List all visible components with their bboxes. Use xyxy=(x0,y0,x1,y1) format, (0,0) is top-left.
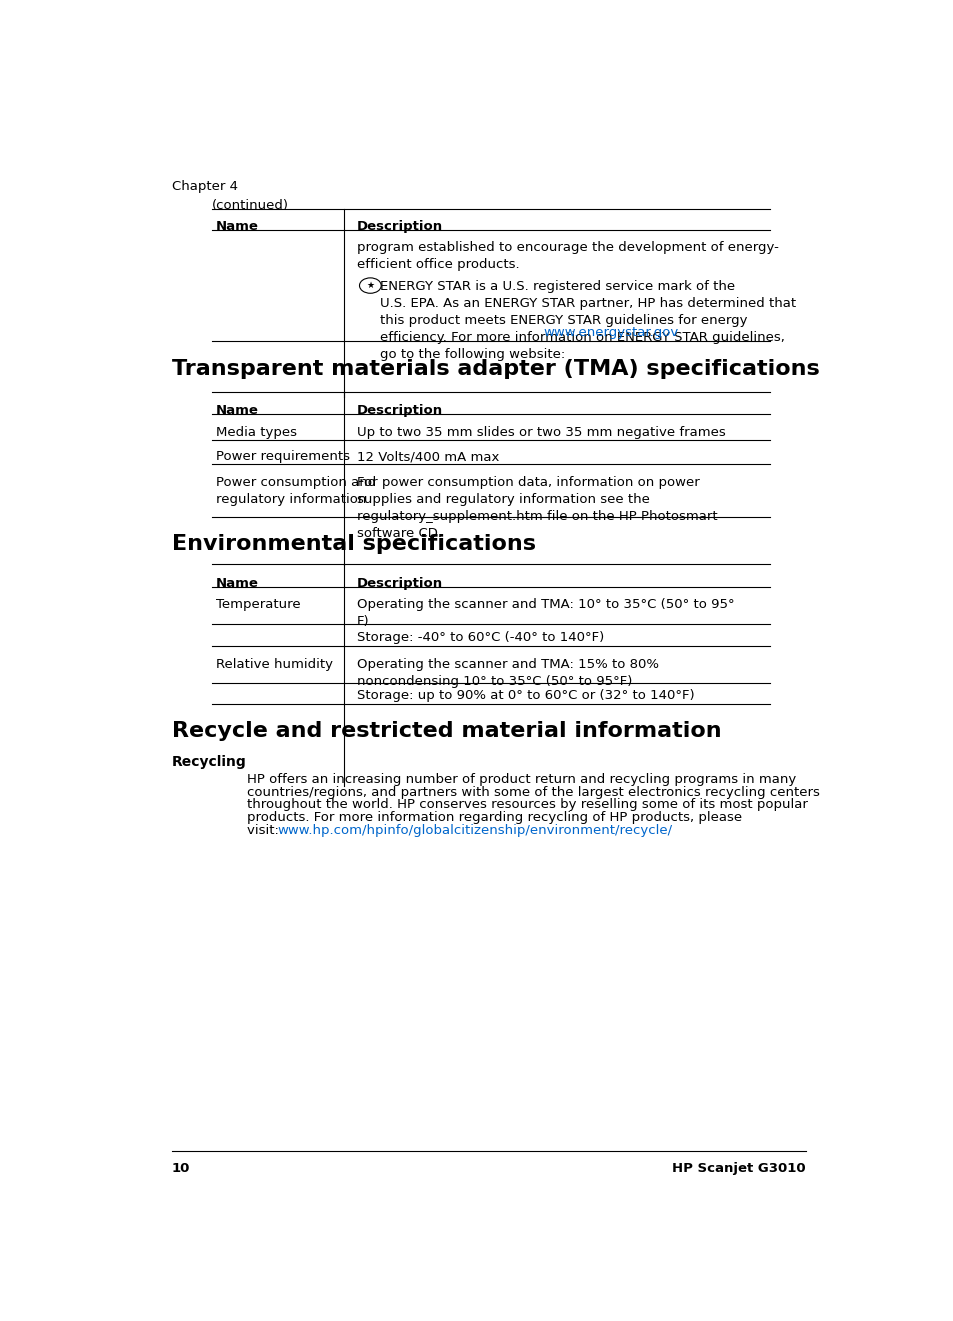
Text: Storage: -40° to 60°C (-40° to 140°F): Storage: -40° to 60°C (-40° to 140°F) xyxy=(356,631,604,645)
Text: Recycling: Recycling xyxy=(172,756,247,769)
Text: www.energystar.gov: www.energystar.gov xyxy=(542,326,678,339)
Text: Name: Name xyxy=(216,577,258,589)
Text: Temperature: Temperature xyxy=(216,598,300,612)
Text: Name: Name xyxy=(216,221,258,232)
Text: throughout the world. HP conserves resources by reselling some of its most popul: throughout the world. HP conserves resou… xyxy=(247,798,807,811)
Text: 10: 10 xyxy=(172,1162,191,1174)
Text: Operating the scanner and TMA: 10° to 35°C (50° to 95°
F): Operating the scanner and TMA: 10° to 35… xyxy=(356,598,734,629)
Text: Description: Description xyxy=(356,404,443,417)
Text: Relative humidity: Relative humidity xyxy=(216,658,333,671)
Text: HP Scanjet G3010: HP Scanjet G3010 xyxy=(672,1162,805,1174)
Text: Power requirements: Power requirements xyxy=(216,450,350,464)
Text: Description: Description xyxy=(356,577,443,589)
Text: Name: Name xyxy=(216,404,258,417)
Text: (continued): (continued) xyxy=(212,198,289,211)
Text: ENERGY STAR is a U.S. registered service mark of the
U.S. EPA. As an ENERGY STAR: ENERGY STAR is a U.S. registered service… xyxy=(380,280,796,361)
Text: program established to encourage the development of energy-
efficient office pro: program established to encourage the dev… xyxy=(356,240,779,271)
Text: 12 Volts/400 mA max: 12 Volts/400 mA max xyxy=(356,450,499,464)
Text: Description: Description xyxy=(356,221,443,232)
Text: For power consumption data, information on power
supplies and regulatory informa: For power consumption data, information … xyxy=(356,476,717,540)
Text: Environmental specifications: Environmental specifications xyxy=(172,534,536,553)
Text: Recycle and restricted material information: Recycle and restricted material informat… xyxy=(172,721,720,741)
Text: countries/regions, and partners with some of the largest electronics recycling c: countries/regions, and partners with som… xyxy=(247,786,820,799)
Text: Operating the scanner and TMA: 15% to 80%
noncondensing 10° to 35°C (50° to 95°F: Operating the scanner and TMA: 15% to 80… xyxy=(356,658,659,688)
Text: visit:: visit: xyxy=(247,824,283,836)
Text: www.hp.com/hpinfo/globalcitizenship/environment/recycle/: www.hp.com/hpinfo/globalcitizenship/envi… xyxy=(277,824,672,836)
Text: Chapter 4: Chapter 4 xyxy=(172,180,237,193)
Text: Power consumption and
regulatory information: Power consumption and regulatory informa… xyxy=(216,476,376,506)
Text: Storage: up to 90% at 0° to 60°C or (32° to 140°F): Storage: up to 90% at 0° to 60°C or (32°… xyxy=(356,690,694,701)
Text: Up to two 35 mm slides or two 35 mm negative frames: Up to two 35 mm slides or two 35 mm nega… xyxy=(356,425,725,439)
Text: Transparent materials adapter (TMA) specifications: Transparent materials adapter (TMA) spec… xyxy=(172,359,819,379)
Text: products. For more information regarding recycling of HP products, please: products. For more information regarding… xyxy=(247,811,741,824)
Text: ★: ★ xyxy=(366,281,374,291)
Text: HP offers an increasing number of product return and recycling programs in many: HP offers an increasing number of produc… xyxy=(247,773,796,786)
Text: Media types: Media types xyxy=(216,425,296,439)
